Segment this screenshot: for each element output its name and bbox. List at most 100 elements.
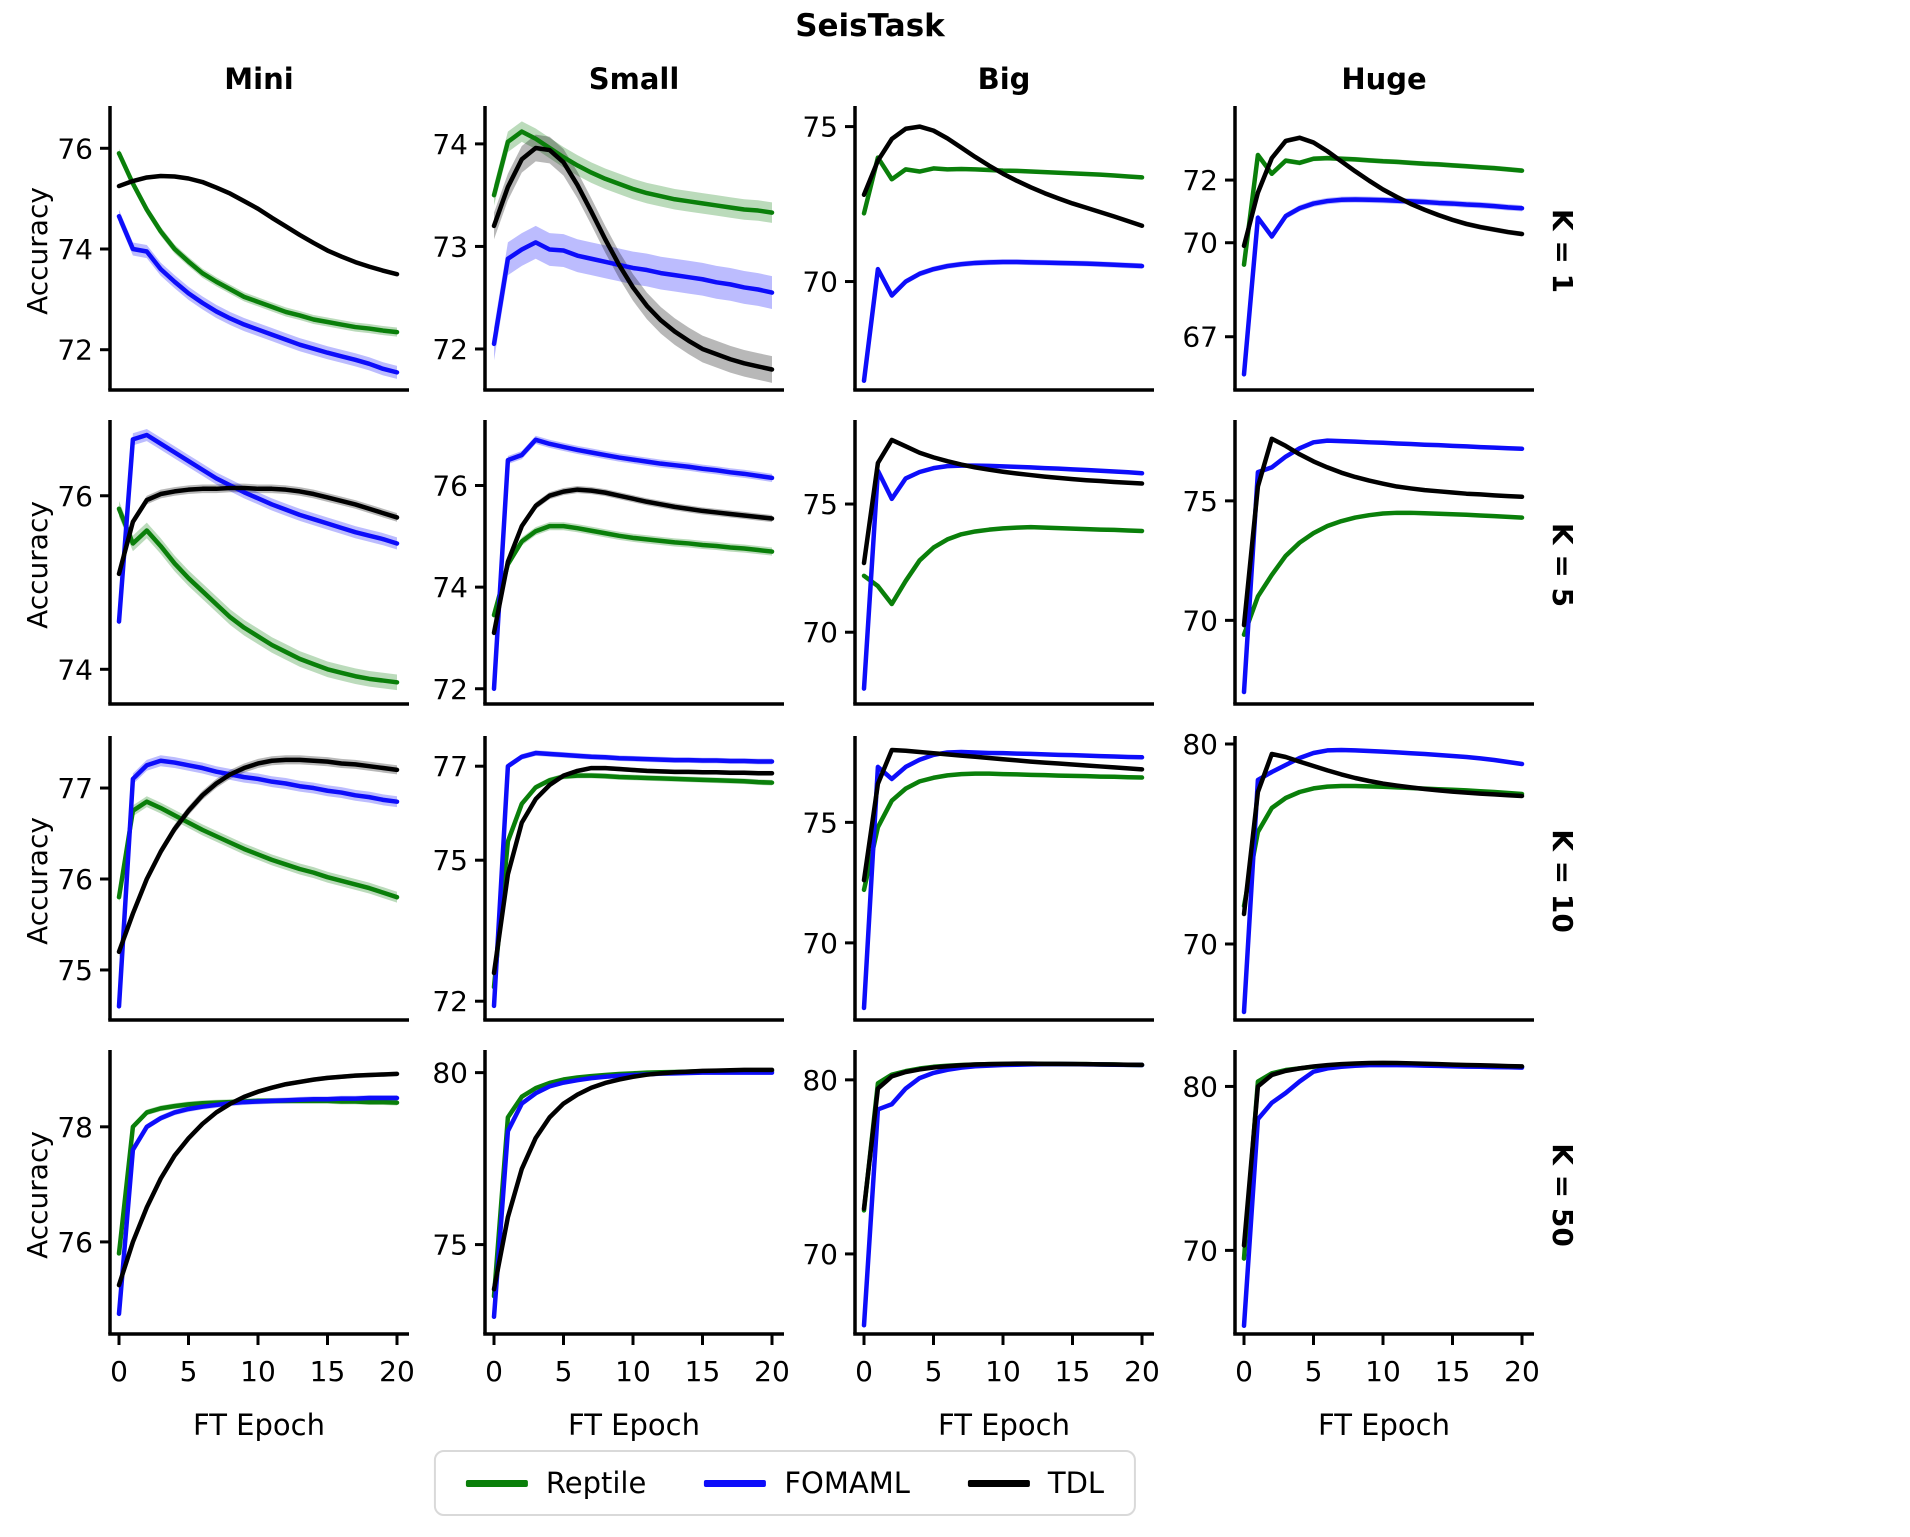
svg-text:20: 20 [754,1355,790,1388]
svg-text:74: 74 [432,571,468,604]
svg-text:77: 77 [432,750,468,783]
svg-text:80: 80 [802,1064,838,1097]
svg-text:15: 15 [1055,1355,1091,1388]
svg-text:72: 72 [57,334,93,367]
chart-canvas-huge-k5: 70 75 [1182,420,1534,706]
svg-text:10: 10 [1365,1355,1401,1388]
subplot-small-k5: 72 74 76 [410,416,790,711]
subplot-mini-k50: 76 78 0 5 10 15 20 [35,1046,415,1414]
subplot-huge-k5: 70 75 [1160,416,1540,711]
svg-text:75: 75 [1182,485,1218,518]
svg-text:20: 20 [1124,1355,1160,1388]
svg-text:75: 75 [802,806,838,839]
subplot-mini-k5: 74 76 [35,416,415,711]
chart-canvas-small-k1: 72 73 74 [432,106,784,392]
chart-canvas-big-k50: 70 80 0 5 10 15 20 [802,1050,1160,1388]
svg-text:72: 72 [432,333,468,366]
svg-text:77: 77 [57,772,93,805]
svg-text:76: 76 [57,863,93,896]
svg-text:10: 10 [240,1355,276,1388]
chart-canvas-huge-k10: 70 80 [1182,732,1534,1022]
svg-text:15: 15 [685,1355,721,1388]
chart-canvas-small-k50: 75 80 0 5 10 15 20 [432,1050,790,1388]
svg-text:10: 10 [615,1355,651,1388]
svg-text:75: 75 [432,1229,468,1262]
svg-text:0: 0 [1235,1355,1253,1388]
legend-label-reptile: Reptile [545,1466,647,1500]
subplot-huge-k50: 70 80 0 5 10 15 20 [1160,1046,1540,1414]
svg-text:75: 75 [432,844,468,877]
svg-text:5: 5 [180,1355,198,1388]
reptile-line-swatch [465,1479,528,1487]
row-label-k1: K = 1 [1546,208,1579,294]
svg-text:5: 5 [555,1355,573,1388]
svg-text:10: 10 [985,1355,1021,1388]
subplot-big-k50: 70 80 0 5 10 15 20 [780,1046,1160,1414]
svg-text:5: 5 [1305,1355,1323,1388]
svg-text:20: 20 [379,1355,415,1388]
chart-canvas-mini-k5: 74 76 [57,420,409,706]
chart-canvas-big-k5: 70 75 [802,420,1154,706]
row-label-k10: K = 10 [1546,829,1579,933]
tdl-line-swatch [967,1479,1030,1487]
legend-item-reptile: Reptile [465,1466,647,1500]
svg-text:75: 75 [802,111,838,144]
legend-label-fomaml: FOMAML [784,1466,910,1500]
svg-text:15: 15 [1435,1355,1471,1388]
figure-title: SeisTask [795,8,945,44]
row-label-k50: K = 50 [1546,1143,1579,1247]
chart-canvas-huge-k1: 67 70 72 [1182,106,1534,392]
chart-canvas-big-k10: 70 75 [802,736,1154,1022]
svg-text:76: 76 [57,132,93,165]
svg-text:70: 70 [802,927,838,960]
svg-text:80: 80 [1182,1070,1218,1103]
svg-text:70: 70 [802,1238,838,1271]
svg-text:70: 70 [1182,227,1218,260]
svg-text:76: 76 [432,470,468,503]
legend-label-tdl: TDL [1047,1466,1105,1500]
x-axis-label-col2: FT Epoch [568,1408,700,1442]
subplot-small-k10: 72 75 77 [410,732,790,1027]
svg-text:70: 70 [1182,604,1218,637]
svg-text:15: 15 [310,1355,346,1388]
chart-canvas-mini-k1: 72 74 76 [57,106,409,392]
svg-text:0: 0 [855,1355,873,1388]
subplot-big-k5: 70 75 [780,416,1160,711]
svg-text:5: 5 [925,1355,943,1388]
svg-text:75: 75 [802,488,838,521]
svg-text:72: 72 [432,985,468,1018]
legend-item-fomaml: FOMAML [704,1466,910,1500]
subplot-huge-k1: 67 70 72 [1160,102,1540,397]
chart-canvas-mini-k50: 76 78 0 5 10 15 20 [57,1050,415,1388]
column-header-mini: Mini [224,62,294,96]
svg-text:76: 76 [57,480,93,513]
svg-text:70: 70 [1182,1234,1218,1267]
svg-text:20: 20 [1504,1355,1540,1388]
svg-text:75: 75 [57,954,93,987]
svg-text:0: 0 [485,1355,503,1388]
x-axis-label-col3: FT Epoch [938,1408,1070,1442]
subplot-big-k1: 70 75 [780,102,1160,397]
column-header-small: Small [588,62,680,96]
legend-item-tdl: TDL [967,1466,1105,1500]
subplot-small-k50: 75 80 0 5 10 15 20 [410,1046,790,1414]
svg-text:67: 67 [1182,321,1218,354]
svg-text:0: 0 [110,1355,128,1388]
chart-canvas-small-k5: 72 74 76 [432,420,784,706]
svg-text:73: 73 [432,230,468,263]
svg-text:70: 70 [1182,928,1218,961]
row-label-k5: K = 5 [1546,522,1579,608]
x-axis-label-col4: FT Epoch [1318,1408,1450,1442]
svg-text:74: 74 [57,233,93,266]
subplot-mini-k1: 72 74 76 [35,102,415,397]
x-axis-label-col1: FT Epoch [193,1408,325,1442]
svg-text:72: 72 [432,673,468,706]
svg-text:80: 80 [432,1057,468,1090]
chart-canvas-huge-k50: 70 80 0 5 10 15 20 [1182,1050,1540,1388]
svg-text:70: 70 [802,266,838,299]
svg-text:74: 74 [432,128,468,161]
fomaml-line-swatch [704,1479,767,1487]
column-header-big: Big [977,62,1031,96]
chart-canvas-big-k1: 70 75 [802,106,1154,392]
